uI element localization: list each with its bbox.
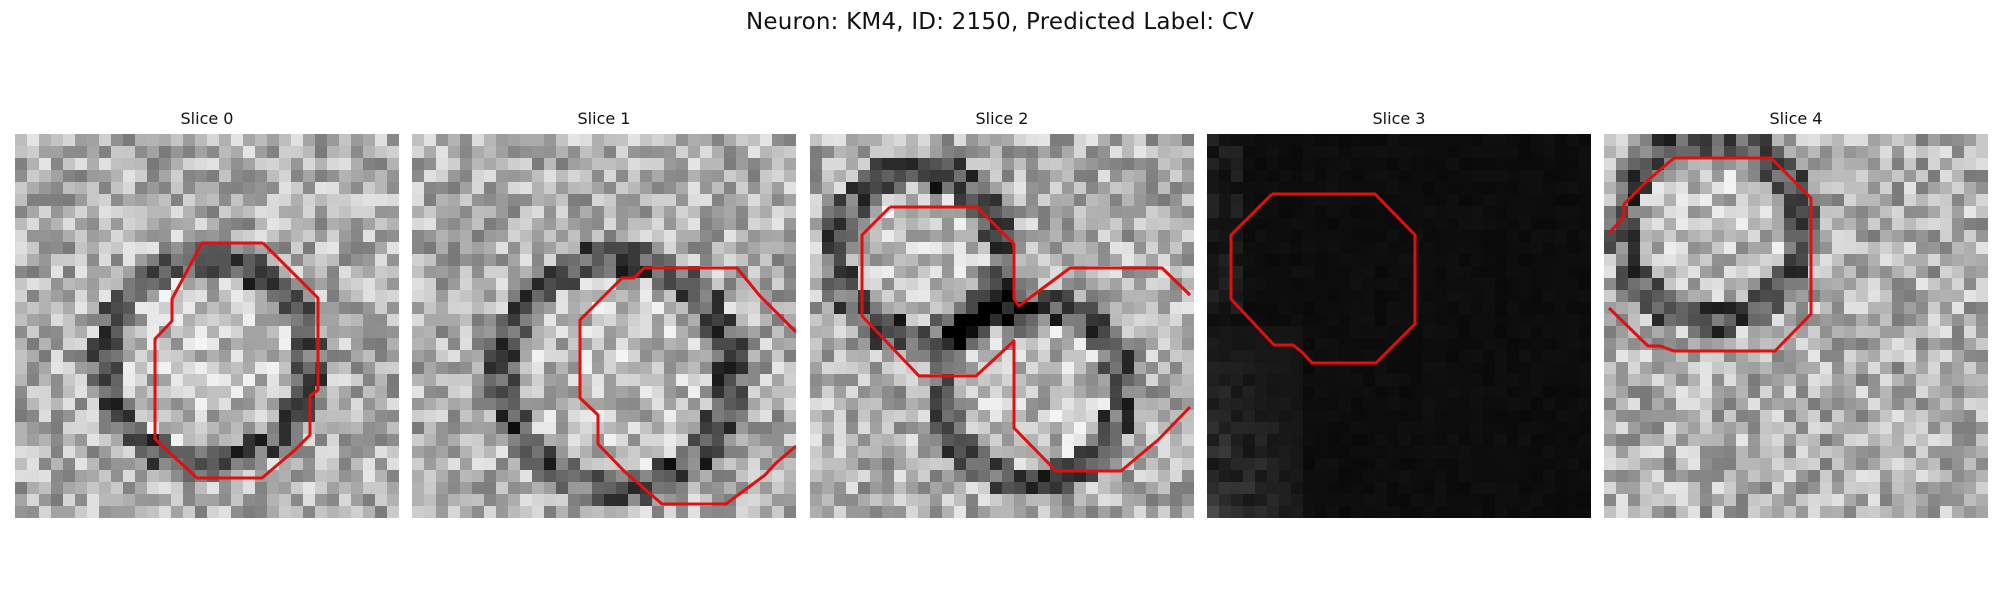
slice-image-4 bbox=[1604, 134, 1988, 518]
microscopy-image-1 bbox=[412, 134, 796, 518]
microscopy-image-4 bbox=[1604, 134, 1988, 518]
slice-title-0: Slice 0 bbox=[15, 108, 399, 130]
slice-panel-3: Slice 3 bbox=[1207, 108, 1591, 534]
slice-image-2 bbox=[810, 134, 1194, 518]
slice-title-4: Slice 4 bbox=[1604, 108, 1988, 130]
figure-title: Neuron: KM4, ID: 2150, Predicted Label: … bbox=[0, 6, 2000, 38]
slice-image-1 bbox=[412, 134, 796, 518]
slice-panel-2: Slice 2 bbox=[810, 108, 1194, 534]
slice-title-2: Slice 2 bbox=[810, 108, 1194, 130]
slice-image-0 bbox=[15, 134, 399, 518]
panel-row: Slice 0 Slice 1 Slice 2 bbox=[15, 108, 1987, 534]
slice-title-1: Slice 1 bbox=[412, 108, 796, 130]
slice-image-3 bbox=[1207, 134, 1591, 518]
microscopy-image-3 bbox=[1207, 134, 1591, 518]
microscopy-image-0 bbox=[15, 134, 399, 518]
slice-panel-0: Slice 0 bbox=[15, 108, 399, 534]
slice-title-3: Slice 3 bbox=[1207, 108, 1591, 130]
microscopy-image-2 bbox=[810, 134, 1194, 518]
slice-panel-1: Slice 1 bbox=[412, 108, 796, 534]
slice-panel-4: Slice 4 bbox=[1604, 108, 1988, 534]
